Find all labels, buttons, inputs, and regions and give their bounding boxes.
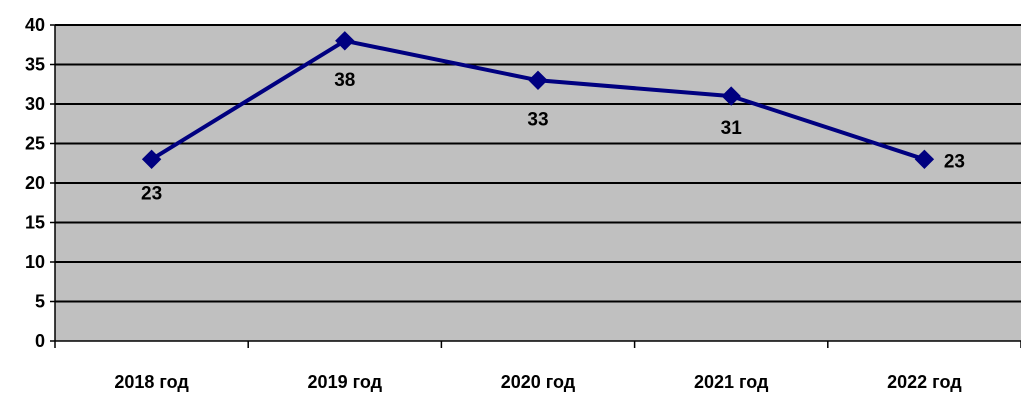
data-label: 33	[527, 109, 548, 130]
x-tick-label: 2022 год	[887, 372, 962, 392]
y-tick-label: 5	[35, 292, 45, 312]
y-tick-label: 25	[25, 134, 45, 154]
y-tick-label: 30	[25, 94, 45, 114]
data-label: 23	[944, 151, 965, 172]
data-point-marker	[335, 31, 355, 51]
x-axis-ticks: 2018 год 2019 год 2020 год 2021 год 2022 год	[54, 341, 1021, 392]
data-point-marker	[141, 149, 162, 170]
x-tick-label: 2019 год	[308, 372, 383, 392]
data-labels-group: 23 38 33 31 23	[141, 70, 965, 205]
data-label: 31	[721, 118, 743, 139]
data-label: 38	[334, 70, 355, 91]
data-point-marker	[721, 86, 741, 106]
y-tick-label: 0	[35, 331, 45, 351]
data-point-marker	[528, 70, 548, 91]
markers-group	[141, 31, 935, 170]
x-tick-label: 2021 год	[694, 372, 769, 392]
gridlines	[55, 24, 1021, 303]
data-label: 23	[141, 183, 162, 204]
y-axis-ticks: 0 5 10 15 20 25 30 35 40	[25, 15, 55, 351]
y-tick-label: 35	[25, 55, 45, 75]
y-tick-label: 40	[25, 15, 45, 35]
y-tick-label: 10	[25, 252, 45, 272]
x-tick-label: 2020 год	[501, 372, 576, 392]
y-tick-label: 15	[25, 213, 45, 233]
data-point-marker	[914, 149, 935, 170]
y-tick-label: 20	[25, 173, 45, 193]
x-tick-label: 2018 год	[114, 372, 189, 392]
